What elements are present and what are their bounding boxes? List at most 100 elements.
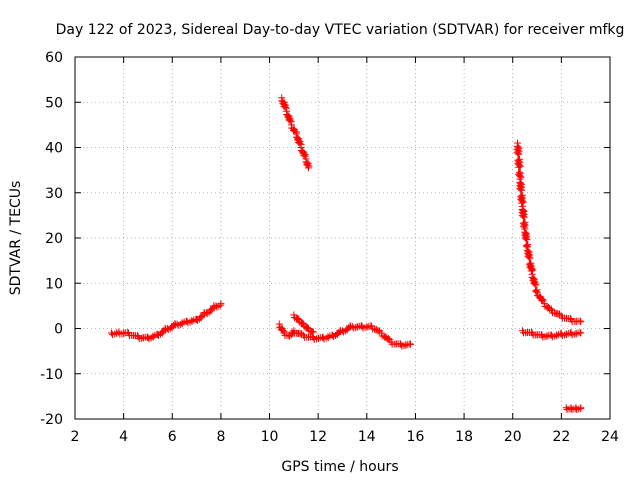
series-arc-7: [562, 404, 585, 413]
trace-marker: [304, 161, 312, 169]
trace-marker: [375, 327, 383, 335]
y-tick-labels: -20 -10 0 10 20 30 40 50 60: [40, 50, 63, 428]
trace-marker: [305, 162, 313, 170]
trace-marker: [519, 198, 527, 206]
x-tick-labels: 2 4 6 8 10 12 14 16 18 20 22 24: [71, 429, 619, 445]
trace-marker: [124, 328, 132, 336]
chart-title: Day 122 of 2023, Sidereal Day-to-day VTE…: [56, 22, 625, 38]
trace-marker: [286, 117, 294, 125]
trace-marker: [378, 332, 386, 340]
series-arc-2: [278, 94, 313, 172]
trace-marker: [577, 405, 585, 413]
trace-marker: [381, 333, 389, 341]
trace-marker: [514, 149, 522, 157]
trace-marker: [171, 320, 179, 328]
trace-marker: [546, 304, 554, 312]
trace-marker: [520, 222, 528, 230]
trace-marker: [297, 140, 305, 148]
y-tick-label: 40: [45, 141, 63, 157]
trace-marker: [517, 173, 525, 181]
x-tick-label: 4: [119, 429, 128, 445]
trace-marker: [527, 328, 535, 336]
trace-marker: [383, 334, 391, 342]
trace-marker: [518, 199, 526, 207]
trace-marker: [182, 317, 190, 325]
trace-marker: [217, 301, 225, 309]
trace-marker: [520, 213, 528, 221]
trace-marker: [527, 267, 535, 275]
trace-marker: [538, 296, 546, 304]
trace-marker: [519, 212, 527, 220]
trace-marker: [406, 340, 414, 348]
y-tick-label: 0: [54, 322, 63, 338]
trace-marker: [296, 139, 304, 147]
x-tick-label: 14: [358, 429, 376, 445]
y-tick-label: -20: [40, 412, 63, 428]
x-tick-label: 18: [455, 429, 473, 445]
trace-marker: [576, 329, 584, 337]
y-tick-label: 10: [45, 276, 63, 292]
trace-marker: [533, 288, 541, 296]
trace-marker: [532, 281, 540, 289]
trace-marker: [336, 326, 344, 334]
trace-marker: [522, 235, 530, 243]
trace-marker: [516, 172, 524, 180]
trace-marker: [287, 118, 295, 126]
grid-layer: [75, 57, 610, 419]
data-points-layer: [107, 94, 585, 413]
series-arc-4: [290, 311, 317, 336]
trace-marker: [291, 127, 299, 135]
trace-marker: [532, 287, 540, 295]
y-tick-label: 30: [45, 186, 63, 202]
x-tick-label: 6: [168, 429, 177, 445]
trace-marker: [386, 336, 394, 344]
trace-marker: [301, 152, 309, 160]
trace-marker: [380, 332, 388, 340]
x-tick-label: 22: [552, 429, 570, 445]
trace-marker: [539, 297, 547, 305]
trace-marker: [280, 327, 288, 335]
series-arc-5: [513, 139, 585, 326]
trace-marker: [555, 310, 563, 318]
trace-marker: [531, 280, 539, 288]
x-tick-label: 12: [309, 429, 327, 445]
x-tick-label: 10: [261, 429, 279, 445]
trace-marker: [576, 317, 584, 325]
plot-frame: [74, 56, 611, 420]
trace-marker: [300, 151, 308, 159]
trace-marker: [297, 330, 305, 338]
x-tick-label: 16: [407, 429, 425, 445]
trace-marker: [279, 326, 287, 334]
y-tick-label: 20: [45, 231, 63, 247]
trace-marker: [517, 185, 525, 193]
series-arc-1: [107, 300, 225, 343]
trace-marker: [523, 236, 531, 244]
trace-marker: [385, 335, 393, 343]
x-axis-label: GPS time / hours: [281, 459, 398, 475]
y-axis-label: SDTVAR / TECUs: [8, 181, 24, 296]
trace-marker: [384, 335, 392, 343]
trace-marker: [525, 253, 533, 261]
trace-marker: [308, 328, 316, 336]
series-arc-6: [518, 327, 585, 341]
trace-marker: [134, 332, 142, 340]
trace-marker: [526, 254, 534, 262]
trace-marker: [367, 322, 375, 330]
trace-marker: [518, 186, 526, 194]
trace-marker: [539, 295, 547, 303]
trace-marker: [281, 103, 289, 111]
trace-marker: [544, 304, 552, 312]
trace-marker: [516, 162, 524, 170]
trace-marker: [113, 329, 121, 337]
trace-marker: [515, 150, 523, 158]
trace-marker: [522, 242, 530, 250]
trace-marker: [515, 163, 523, 171]
y-tick-label: 60: [45, 50, 63, 66]
trace-marker: [566, 314, 574, 322]
y-tick-label: 50: [45, 95, 63, 111]
trace-marker: [282, 104, 290, 112]
x-tick-label: 2: [71, 429, 80, 445]
x-tick-label: 8: [216, 429, 225, 445]
trace-marker: [547, 305, 555, 313]
